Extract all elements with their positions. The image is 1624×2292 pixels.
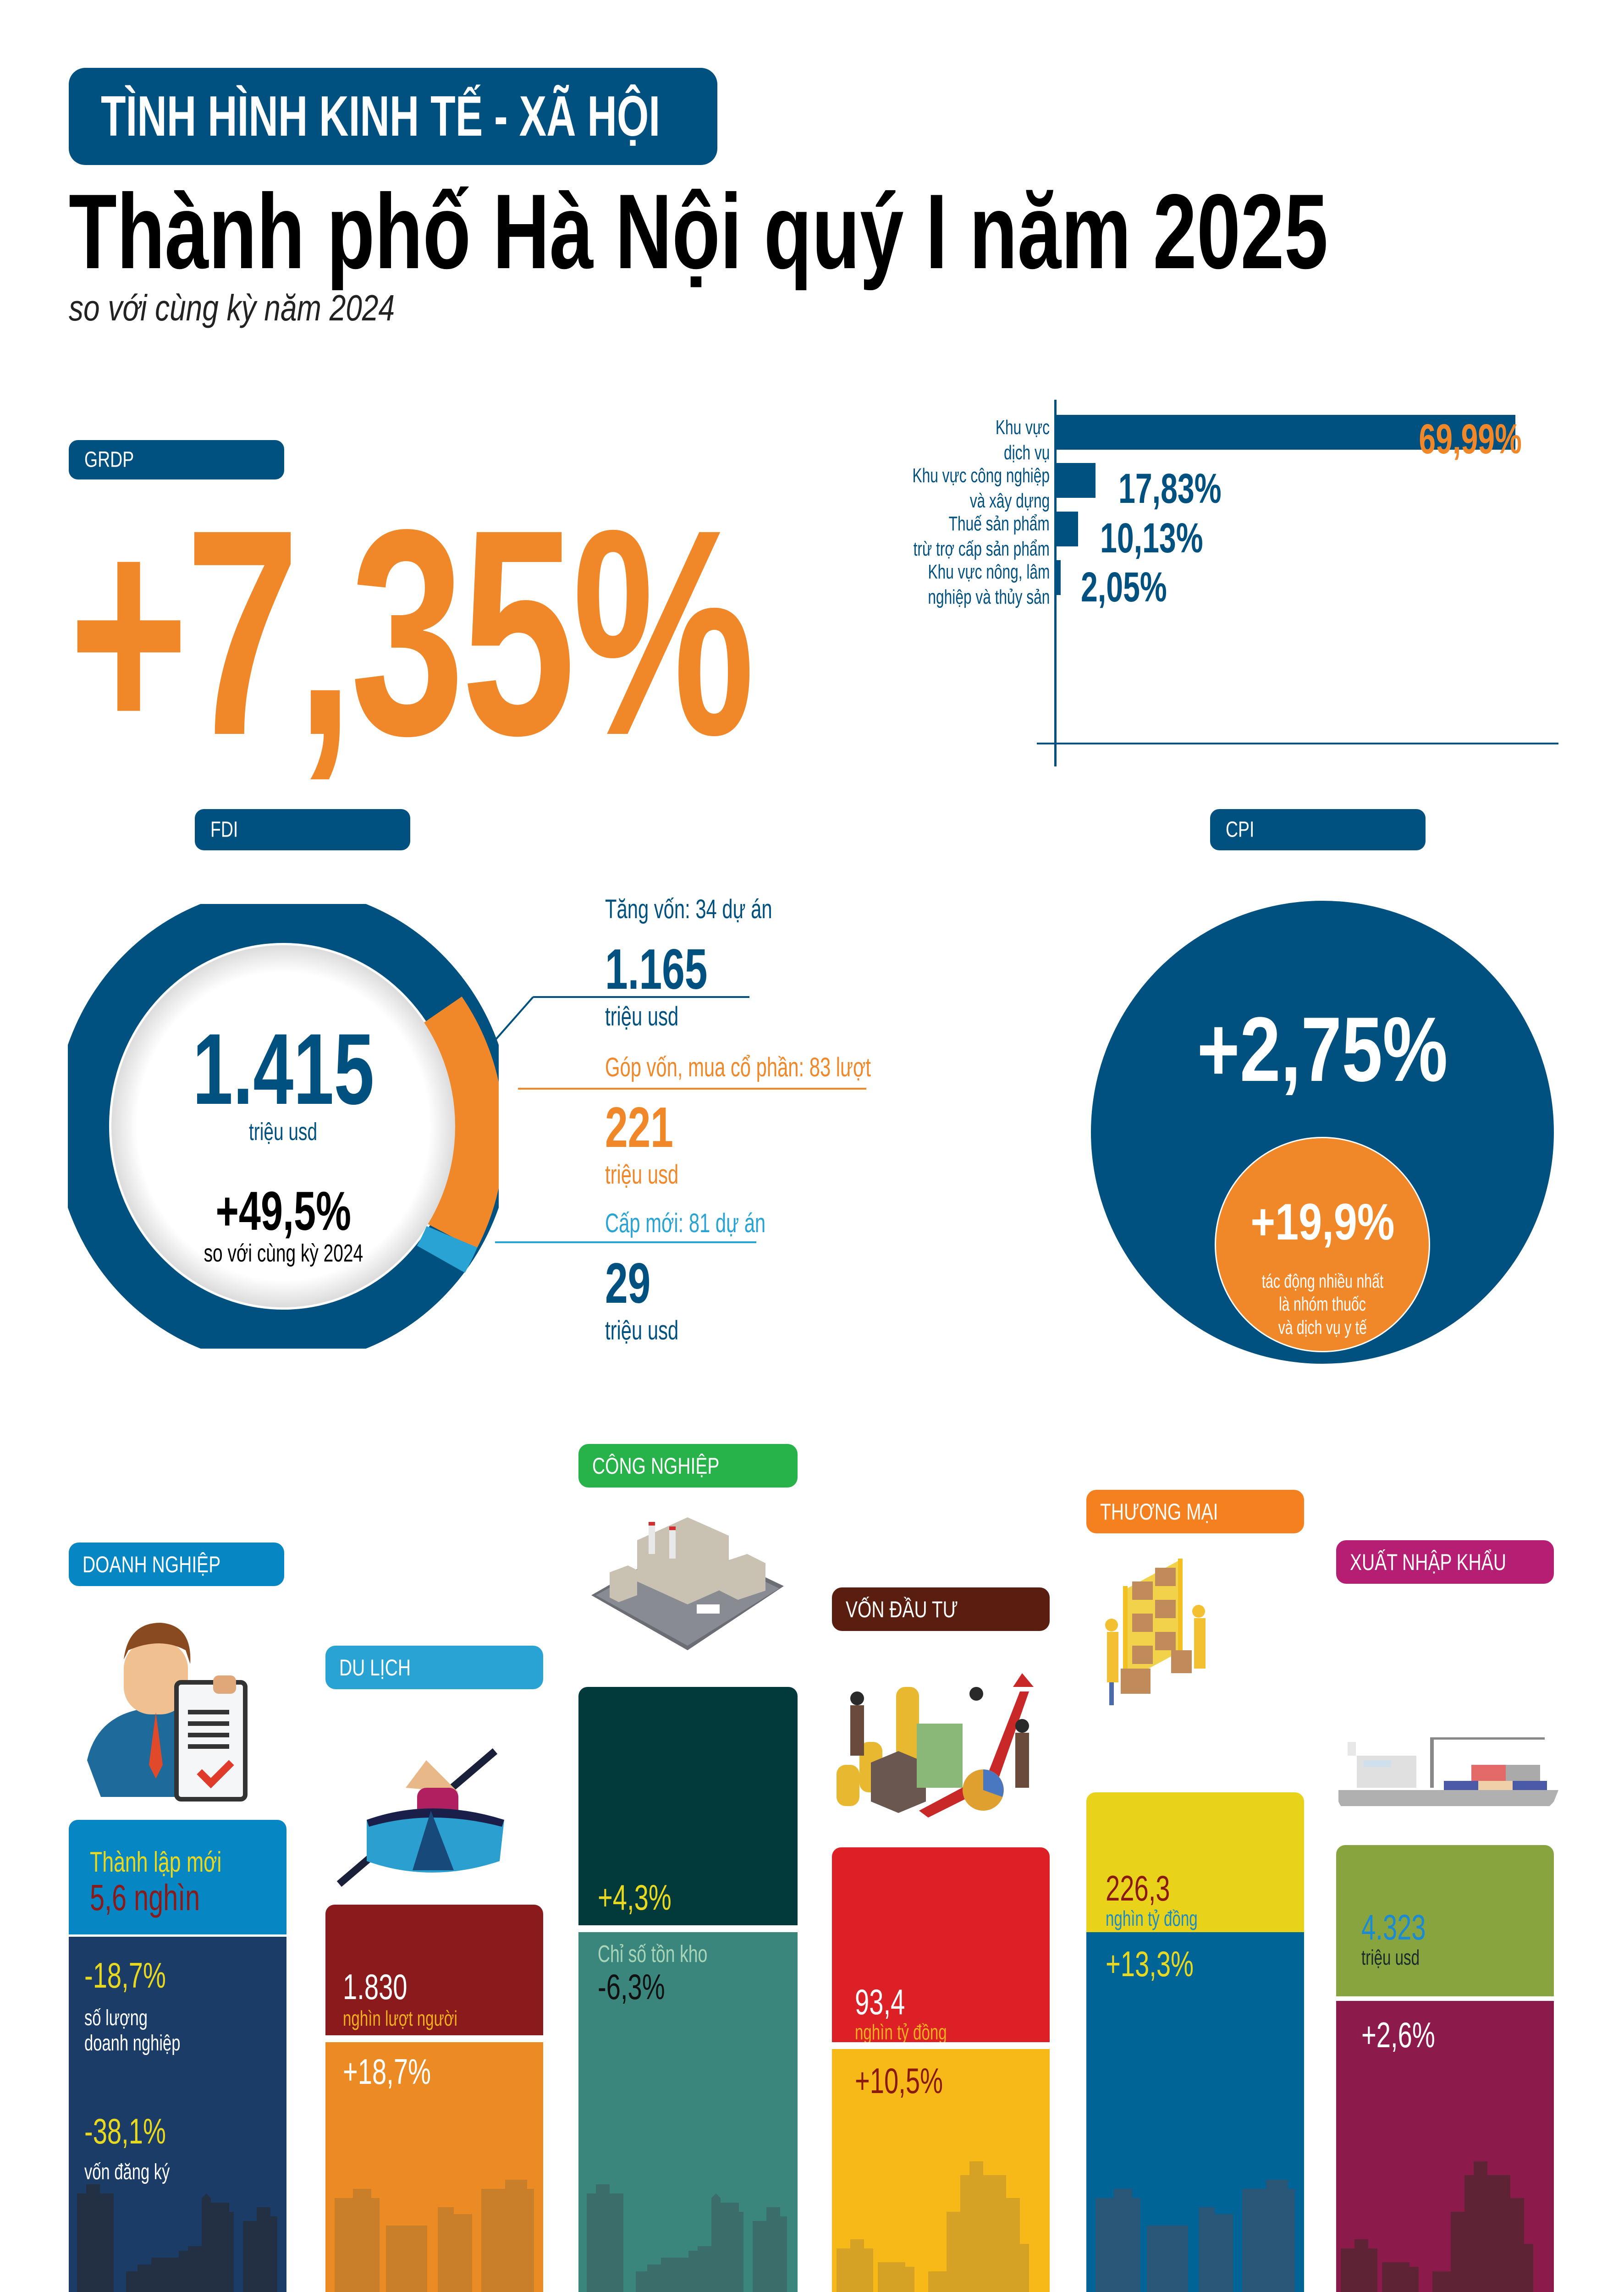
von-dau-tu-top-box: 93,4 nghìn tỷ đồng [832,1847,1050,2042]
bar-value-agriculture: 2,05% [1081,564,1167,611]
page-title: Thành phố Hà Nội quý I năm 2025 [69,179,1624,285]
doanh-nghiep-top-box: Thành lập mới 5,6 nghìn [69,1820,286,1934]
fdi-item-capital-increase: Tăng vốn: 34 dự án 1.165 triệu usd [605,894,772,1031]
bar-value-industry: 17,83% [1118,465,1222,512]
xuat-nhap-khau-top-box: 4.323 triệu usd [1336,1845,1554,1996]
fdi-item-capital-contribution: Góp vốn, mua cổ phần: 83 lượt 221 triệu … [605,1052,871,1190]
fdi-total: 1.415 [192,1013,374,1125]
grdp-bar-chart: Khu vực dịch vụ 69,99% Khu vực công nghiệ… [848,390,1558,779]
bar-industry [1056,463,1096,498]
skyline-icon [335,2180,534,2292]
bar-label-services: Khu vực dịch vụ [995,416,1050,464]
fdi-growth: +49,5% [215,1180,351,1242]
chart-y-axis [1054,400,1057,766]
cpi-label: CPI [1210,809,1426,850]
cong-nghiep-bottom-box: Chỉ số tồn kho -6,3% [578,1932,798,2292]
chart-x-axis [1037,743,1558,744]
sector-label-doanh-nghiep: DOANH NGHIỆP [69,1543,284,1586]
fdi-growth-note: so với cùng kỳ 2024 [204,1240,363,1267]
bar-label-tax: Thuế sản phẩm trừ trợ cấp sản phẩm [913,512,1050,560]
warehouse-icon [1105,1559,1206,1705]
du-lich-bottom-box: +18,7% [325,2042,543,2292]
von-dau-tu-bottom-box: +10,5% [832,2049,1050,2292]
cpi-sub-note: tác động nhiều nhất là nhóm thuốc và dịc… [1261,1270,1383,1338]
businessman-icon [87,1623,248,1802]
doanh-nghiep-bottom-box: -18,7% số lượng doanh nghiệp -38,1% vốn đ… [69,1937,286,2292]
section-badge: TÌNH HÌNH KINH TẾ - XÃ HỘI [69,68,717,165]
cpi-sub-circle [1215,1137,1430,1352]
sector-label-du-lich: DU LỊCH [325,1646,543,1689]
bar-value-tax: 10,13% [1100,515,1203,562]
bar-label-industry: Khu vực công nghiệp và xây dựng [912,464,1050,512]
bar-services [1056,415,1515,450]
bar-label-agriculture: Khu vực nông, lâm nghiệp và thủy sản [928,561,1050,608]
xuat-nhap-khau-bottom-box: +2,6% [1336,2001,1554,2292]
sector-label-cong-nghiep: CÔNG NGHIỆP [578,1444,798,1488]
fdi-donut-chart [54,888,512,1365]
fdi-label: FDI [195,809,410,850]
bar-agriculture [1056,560,1061,595]
sector-label-thuong-mai: THƯƠNG MẠI [1086,1490,1304,1533]
fdi-total-unit: triệu usd [249,1118,318,1146]
sector-label-xuat-nhap-khau: XUẤT NHẬP KHẨU [1336,1540,1554,1584]
bar-tax [1056,512,1078,546]
page-title-text: Thành phố Hà Nội quý I năm 2025 [69,172,1328,291]
du-lich-top-box: 1.830 nghìn lượt người [325,1905,543,2035]
sector-label-von-dau-tu: VỐN ĐẦU TƯ [832,1587,1050,1631]
thuong-mai-bottom-box: +13,3% [1086,1932,1304,2292]
skyline-icon [837,2161,1029,2292]
cpi-sub-value: +19,9% [1250,1193,1395,1251]
investment-icon [837,1673,1034,1818]
fdi-item-new-projects: Cấp mới: 81 dự án 29 triệu usd [605,1208,766,1345]
grdp-label: GRDP [69,440,284,479]
cong-nghiep-top-box: +4,3% [578,1687,798,1925]
skyline-icon [1096,2180,1295,2292]
cpi-value: +2,75% [1197,998,1448,1101]
skyline-icon [1341,2161,1533,2292]
skyline-icon [77,2184,277,2292]
cargo-ship-icon [1338,1737,1558,1806]
factory-icon [591,1517,784,1650]
fdi-donut: 1.415 triệu usd +49,5% so với cùng kỳ 20… [54,888,512,1365]
grdp-value: +7,35% [69,468,755,796]
skyline-icon [587,2184,787,2292]
fdi-leader-lines [492,996,866,1243]
bar-value-services: 69,99% [1419,416,1522,463]
section-badge-label: TÌNH HÌNH KINH TẾ - XÃ HỘI [101,85,661,148]
boat-rower-icon [336,1748,504,1887]
page-subtitle: so với cùng kỳ năm 2024 [69,287,395,328]
